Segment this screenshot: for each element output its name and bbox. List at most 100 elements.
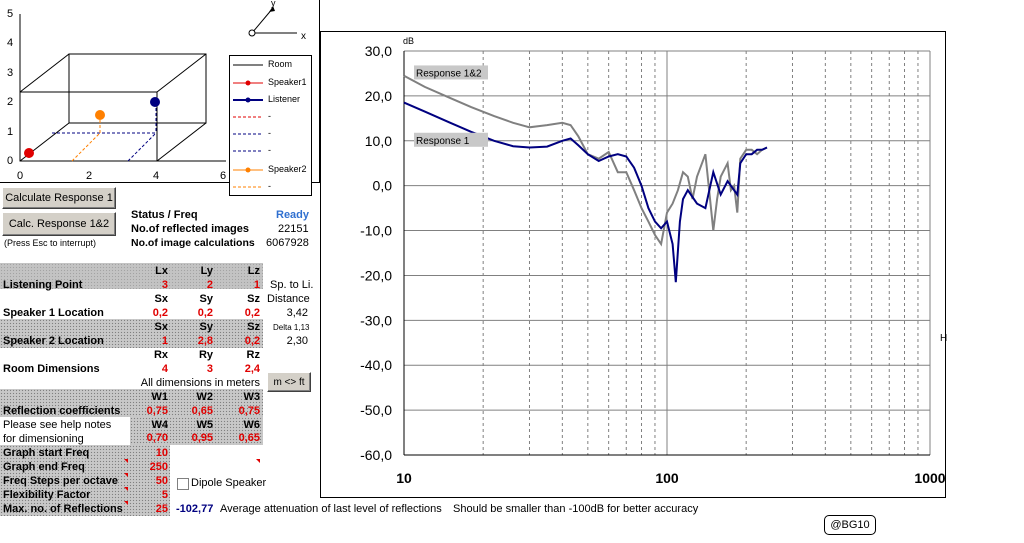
speaker1-marker xyxy=(24,148,34,158)
s1-value-sz[interactable]: 0,2 xyxy=(244,307,260,319)
param-value[interactable]: 50 xyxy=(155,475,168,487)
table-bg xyxy=(0,319,263,348)
x-tick: 2 xyxy=(86,170,93,182)
refl-value-w2[interactable]: 0,65 xyxy=(191,405,213,417)
side-label: H xyxy=(940,333,948,344)
param-value[interactable]: 25 xyxy=(155,503,168,515)
refl-h-w3: W3 xyxy=(243,391,261,403)
comment-marker-icon xyxy=(124,487,128,491)
room-value-rx[interactable]: 4 xyxy=(161,363,168,375)
param-label: Max. no. of Reflections xyxy=(3,503,123,515)
room-h-rx: Rx xyxy=(153,349,168,361)
comment-marker-icon xyxy=(256,459,260,463)
refl-h-w5: W5 xyxy=(196,419,214,431)
refl-value-w3[interactable]: 0,75 xyxy=(238,405,260,417)
attenuation-value: -102,77 xyxy=(176,503,214,515)
s1-h-sx: Sx xyxy=(154,293,168,305)
room-view-panel: 5 4 3 2 1 0 0 2 4 6 y x Room Speaker1 Li… xyxy=(0,0,320,196)
legend-listener: Listener xyxy=(268,94,301,104)
axis-gizmo-icon xyxy=(248,6,297,37)
image-calcs-label: No.of image calculations xyxy=(131,237,255,249)
badge: @BG10 xyxy=(824,515,876,535)
s2-value-sz[interactable]: 0,2 xyxy=(244,335,260,347)
s1-value-sx[interactable]: 0,2 xyxy=(152,307,168,319)
reflected-images-label: No.of reflected images xyxy=(131,223,249,235)
status-label: Status / Freq xyxy=(131,209,198,221)
frequency-response-chart xyxy=(320,31,946,498)
room-h-ry: Ry xyxy=(198,349,213,361)
legend-speaker2: Speaker2 xyxy=(268,164,307,174)
distance-value-2: 2,30 xyxy=(286,335,308,347)
refl-value-w5[interactable]: 0,95 xyxy=(191,432,213,444)
legend-dash: - xyxy=(268,111,271,121)
s2-h-sz: Sz xyxy=(247,321,260,333)
legend-dash: - xyxy=(268,145,271,155)
param-label: Graph start Freq xyxy=(3,447,90,459)
attenuation-note: Should be smaller than -100dB for better… xyxy=(453,503,699,515)
delta-label: Delta 1,13 xyxy=(273,323,310,332)
legend-speaker1: Speaker1 xyxy=(268,77,307,87)
param-label: Freq Steps per octave xyxy=(3,475,118,487)
comment-marker-icon xyxy=(124,459,128,463)
room-3d-plot xyxy=(19,14,226,162)
table-bg xyxy=(0,389,263,417)
y-tick: 2 xyxy=(7,96,14,108)
table-bg xyxy=(0,263,263,289)
calculate-response-1-button[interactable]: Calculate Response 1 xyxy=(2,187,116,209)
distance-label-2: Distance xyxy=(267,293,310,305)
esc-note: (Press Esc to interrupt) xyxy=(4,238,97,248)
s2-value-sy[interactable]: 2,8 xyxy=(197,335,213,347)
comment-marker-icon xyxy=(124,473,128,477)
s2-h-sx: Sx xyxy=(154,321,168,333)
room-dimensions-label: Room Dimensions xyxy=(3,363,100,375)
listener-marker xyxy=(150,97,160,107)
x-tick: 4 xyxy=(153,170,160,182)
y-tick: 0 xyxy=(7,155,14,167)
room-value-rz[interactable]: 2,4 xyxy=(244,363,260,375)
room-value-ry[interactable]: 3 xyxy=(206,363,213,375)
listening-point-label: Listening Point xyxy=(3,279,83,291)
y-tick: 1 xyxy=(7,126,14,138)
lp-value-lx[interactable]: 3 xyxy=(161,279,168,291)
param-label: Graph end Freq xyxy=(3,461,85,473)
y-tick: 5 xyxy=(7,8,14,20)
refl-value-w1[interactable]: 0,75 xyxy=(146,405,168,417)
lp-value-lz[interactable]: 1 xyxy=(253,279,260,291)
table-bg xyxy=(0,445,170,516)
refl-h-w6: W6 xyxy=(243,419,261,431)
s1-h-sy: Sy xyxy=(199,293,213,305)
param-value[interactable]: 5 xyxy=(161,489,168,501)
s1-value-sy[interactable]: 0,2 xyxy=(197,307,213,319)
units-toggle-button[interactable]: m <> ft xyxy=(267,372,311,392)
table-bg xyxy=(130,417,263,445)
param-label: Flexibility Factor xyxy=(3,489,91,501)
x-tick: 0 xyxy=(17,170,24,182)
param-value[interactable]: 250 xyxy=(149,461,168,473)
chart-ylabel: dB xyxy=(403,36,415,46)
distance-label-1: Sp. to Li. xyxy=(270,279,314,291)
help-notes-line2: for dimensioning xyxy=(3,433,84,445)
dipole-speaker-checkbox[interactable] xyxy=(177,478,189,490)
refl-value-w4[interactable]: 0,70 xyxy=(146,432,168,444)
room-h-rz: Rz xyxy=(246,349,260,361)
axis-y-label: y xyxy=(271,0,276,8)
refl-h-w1: W1 xyxy=(151,391,169,403)
dipole-speaker-label: Dipole Speaker xyxy=(191,477,267,489)
x-tick: 6 xyxy=(220,170,227,182)
refl-value-w6[interactable]: 0,65 xyxy=(238,432,260,444)
y-tick: 3 xyxy=(7,67,14,79)
param-value[interactable]: 10 xyxy=(155,447,168,459)
lp-h-lx: Lx xyxy=(155,265,168,277)
y-tick: 4 xyxy=(7,37,14,49)
speaker2-marker xyxy=(95,110,105,120)
legend-room: Room xyxy=(268,59,293,69)
calc-response-1-2-button[interactable]: Calc. Response 1&2 xyxy=(2,212,116,236)
lp-value-ly[interactable]: 2 xyxy=(206,279,213,291)
room-legend: Room Speaker1 Listener - - - Speaker2 - xyxy=(229,55,312,196)
image-calcs-value: 6067928 xyxy=(266,237,309,249)
s1-h-sz: Sz xyxy=(247,293,260,305)
s2-value-sx[interactable]: 1 xyxy=(161,335,168,347)
comment-marker-icon xyxy=(124,501,128,505)
distance-value-1: 3,42 xyxy=(286,307,308,319)
attenuation-text: Average attenuation of last level of ref… xyxy=(220,503,442,515)
